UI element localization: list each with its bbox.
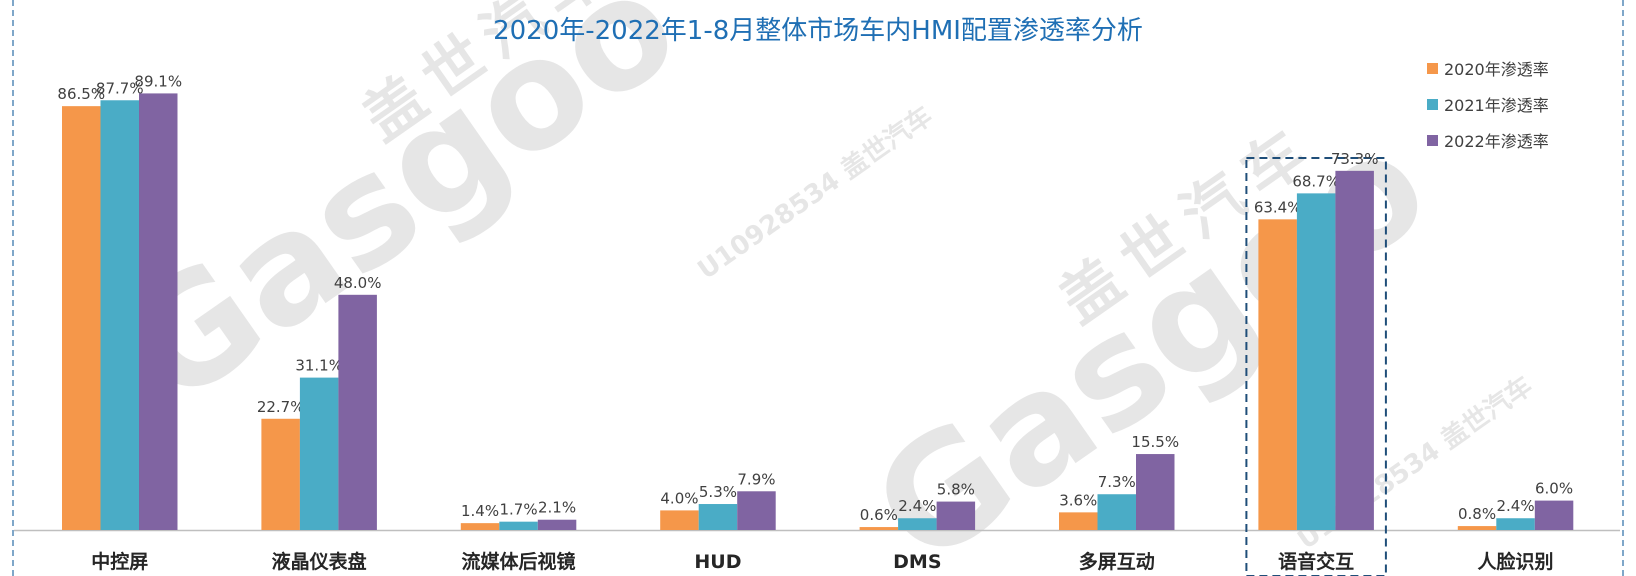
bar	[537, 519, 577, 530]
bar	[261, 418, 300, 530]
bar	[859, 527, 899, 530]
bar	[1097, 494, 1136, 530]
data-label: 4.0%	[660, 489, 698, 507]
data-label: 5.3%	[699, 483, 737, 501]
bar	[139, 93, 178, 530]
x-tick-label: HUD	[694, 551, 741, 573]
data-label: 87.7%	[96, 79, 144, 97]
data-label: 7.9%	[737, 470, 775, 488]
data-label: 6.0%	[1535, 480, 1573, 498]
bar	[338, 294, 377, 530]
x-tick-label: 流媒体后视镜	[462, 550, 576, 573]
data-label: 63.4%	[1254, 198, 1302, 216]
data-label: 0.6%	[860, 506, 898, 524]
x-tick-label: 语音交互	[1278, 550, 1354, 573]
data-label: 15.5%	[1131, 433, 1179, 451]
data-label: 73.3%	[1331, 150, 1379, 168]
x-tick-label: 人脸识别	[1478, 550, 1554, 573]
bar	[299, 377, 339, 530]
bar	[1457, 526, 1497, 530]
legend-swatch	[1427, 62, 1438, 74]
data-label: 68.7%	[1292, 172, 1340, 190]
bar	[499, 521, 538, 530]
x-tick-label: 中控屏	[91, 550, 148, 573]
x-tick-label: 多屏互动	[1079, 550, 1155, 573]
bar	[660, 510, 699, 530]
frame-left-border	[12, 0, 14, 576]
legend-item: 2021年渗透率	[1427, 86, 1627, 122]
bar	[460, 523, 500, 530]
legend-item: 2022年渗透率	[1427, 122, 1627, 158]
legend-label: 2020年渗透率	[1444, 60, 1549, 79]
data-label: 2.4%	[898, 497, 936, 515]
bar	[1258, 219, 1297, 530]
legend-label: 2021年渗透率	[1444, 96, 1549, 115]
data-label: 7.3%	[1098, 473, 1136, 491]
data-label: 31.1%	[295, 357, 343, 375]
bar	[898, 518, 937, 530]
highlight-box	[1245, 157, 1387, 576]
legend-item: 2020年渗透率	[1427, 50, 1627, 86]
bar	[1296, 193, 1336, 530]
bar	[62, 106, 101, 531]
data-label: 89.1%	[134, 72, 182, 90]
bar	[1496, 518, 1535, 530]
legend-swatch	[1427, 98, 1438, 110]
bar	[1335, 170, 1374, 530]
x-tick-label: DMS	[893, 551, 941, 573]
bar	[698, 504, 738, 530]
bar	[100, 100, 139, 531]
bar	[1059, 512, 1098, 530]
x-tick-label: 液晶仪表盘	[272, 550, 367, 573]
data-label: 3.6%	[1059, 491, 1097, 509]
chart-legend: 2020年渗透率 2021年渗透率 2022年渗透率	[1427, 50, 1627, 158]
data-label: 86.5%	[57, 85, 105, 103]
chart-title: 2020年-2022年1-8月整体市场车内HMI配置渗透率分析	[493, 16, 1143, 46]
data-label: 48.0%	[334, 274, 382, 292]
data-label: 2.1%	[538, 499, 576, 517]
bar	[1534, 500, 1574, 530]
data-label: 5.8%	[937, 481, 975, 499]
data-label: 0.8%	[1458, 505, 1496, 523]
legend-label: 2022年渗透率	[1444, 132, 1549, 151]
legend-swatch	[1427, 134, 1438, 146]
data-label: 1.7%	[499, 501, 537, 519]
bar	[936, 501, 976, 530]
data-label: 1.4%	[461, 502, 499, 520]
frame-right-border	[1622, 0, 1624, 576]
bar	[1136, 454, 1175, 530]
data-label: 22.7%	[257, 398, 305, 416]
bar	[737, 491, 776, 530]
data-label: 2.4%	[1496, 497, 1534, 515]
